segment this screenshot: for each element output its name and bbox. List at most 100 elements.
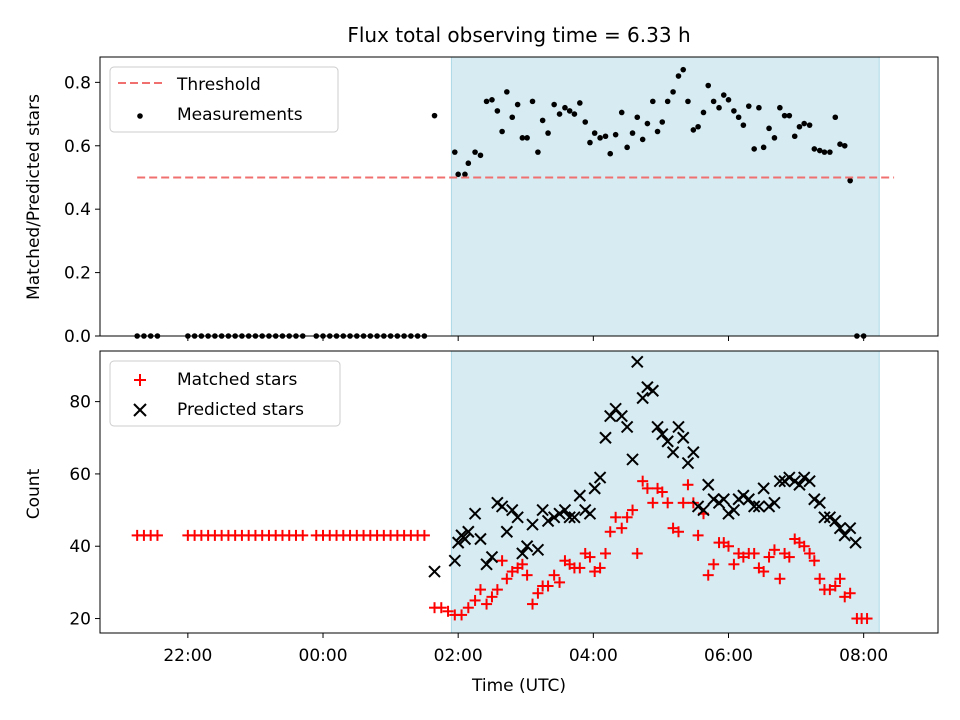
matched-point [462, 602, 474, 614]
measurement-point [545, 130, 551, 136]
predicted-point [495, 500, 509, 513]
measurement-point [791, 133, 798, 140]
predicted-point [742, 493, 755, 506]
predicted-point [691, 500, 705, 513]
x-tick-label: 02:00 [434, 646, 483, 666]
measurement-point [634, 114, 641, 121]
matched-point [708, 558, 720, 570]
y-tick-label: 0.0 [64, 327, 91, 347]
y-tick-label: 60 [69, 465, 91, 485]
matched-point [662, 497, 674, 509]
matched-point [641, 482, 653, 494]
measurement-point [821, 149, 828, 155]
matched-point [774, 573, 786, 585]
measurement-point [577, 100, 583, 106]
predicted-point [583, 507, 597, 520]
matched-point [491, 584, 503, 596]
predicted-point [783, 471, 796, 484]
predicted-point [697, 503, 710, 517]
legend-measurements-label: Measurements [177, 105, 303, 125]
predicted-point [428, 565, 441, 578]
matched-point [527, 598, 539, 610]
top-x-ticks [187, 336, 865, 341]
measurement-point [591, 130, 598, 136]
measurement-point [811, 146, 818, 152]
predicted-point [462, 525, 475, 538]
measurement-point [571, 111, 578, 117]
matched-point [297, 529, 309, 541]
measurement-point [806, 122, 813, 128]
matched-point [442, 605, 454, 617]
matched-point [616, 522, 628, 534]
matched-point [481, 598, 493, 610]
measurement-point [700, 109, 707, 116]
top-y-axis-label: Matched/Predicted stars [24, 94, 44, 300]
measurement-point [494, 108, 501, 114]
predicted-point [808, 493, 821, 506]
matched-point [656, 486, 668, 498]
matched-point [783, 551, 795, 563]
measurement-point [612, 131, 619, 138]
observing-span-top [450, 56, 880, 337]
measurement-point [725, 97, 732, 103]
predicted-point [797, 471, 811, 484]
top-y-ticks: 0.0 0.2 0.4 0.6 0.8 [64, 73, 100, 347]
chart-title: Flux total observing time = 6.33 h [347, 23, 690, 47]
predicted-point [727, 503, 741, 517]
measurement-point [735, 114, 742, 121]
measurement-point [509, 114, 516, 121]
measurement-point [841, 142, 848, 149]
measurement-point [720, 92, 727, 98]
measurement-point [529, 98, 536, 105]
predicted-point [661, 435, 674, 448]
matched-point [861, 613, 873, 625]
matched-point [702, 569, 714, 581]
predicted-point [818, 511, 831, 524]
measurement-point [607, 150, 614, 157]
measurement-point [451, 149, 458, 155]
predicted-point [511, 511, 524, 524]
legend-threshold-label: Threshold [176, 75, 261, 95]
predicted-point [843, 521, 857, 535]
measurement-point [740, 122, 747, 128]
matched-point [748, 547, 760, 559]
measurement-point [827, 149, 833, 155]
matched-point [418, 529, 430, 541]
measurement-point [664, 98, 671, 105]
x-tick-label: 04:00 [569, 646, 618, 666]
legend-predicted-label: Predicted stars [177, 400, 304, 420]
predicted-point [500, 525, 514, 538]
matched-point [151, 529, 163, 541]
predicted-point [681, 456, 695, 470]
predicted-point [747, 500, 761, 513]
predicted-point [604, 409, 617, 423]
measurement-point [685, 98, 691, 105]
matched-point [631, 547, 643, 559]
matched-stars-series [131, 475, 873, 625]
bottom-axes-frame [99, 350, 939, 634]
x-tick-label: 06:00 [704, 646, 753, 666]
predicted-point [849, 536, 862, 549]
measurement-point [816, 147, 823, 154]
measurement-point [629, 130, 636, 136]
matched-point [521, 569, 533, 581]
matched-point [647, 497, 659, 509]
matched-point [829, 580, 841, 592]
matched-point [808, 555, 820, 567]
predicted-point [646, 384, 660, 397]
predicted-point [516, 547, 529, 560]
matched-point [672, 526, 684, 538]
y-tick-label: 40 [69, 537, 91, 557]
matched-point [548, 569, 560, 581]
y-tick-label: 0.8 [64, 73, 91, 93]
measurements-series [134, 66, 867, 339]
measurement-point [618, 109, 625, 116]
matched-point [763, 551, 775, 563]
predicted-point [536, 503, 549, 517]
bottom-y-axis-label: Count [24, 468, 44, 519]
predicted-point [762, 500, 776, 513]
matched-point [758, 566, 770, 578]
predicted-point [757, 482, 770, 495]
